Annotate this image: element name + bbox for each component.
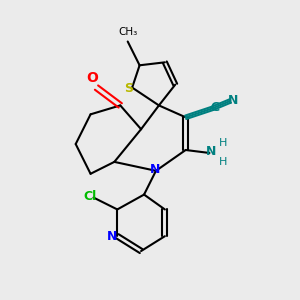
Text: H: H: [219, 157, 227, 167]
Text: CH₃: CH₃: [118, 27, 137, 37]
Text: O: O: [86, 70, 98, 85]
Text: N: N: [228, 94, 238, 107]
Text: H: H: [219, 138, 227, 148]
Text: N: N: [107, 230, 117, 243]
Text: C: C: [210, 101, 219, 114]
Text: N: N: [206, 145, 216, 158]
Text: N: N: [150, 163, 161, 176]
Text: Cl: Cl: [83, 190, 97, 202]
Text: S: S: [124, 82, 133, 95]
